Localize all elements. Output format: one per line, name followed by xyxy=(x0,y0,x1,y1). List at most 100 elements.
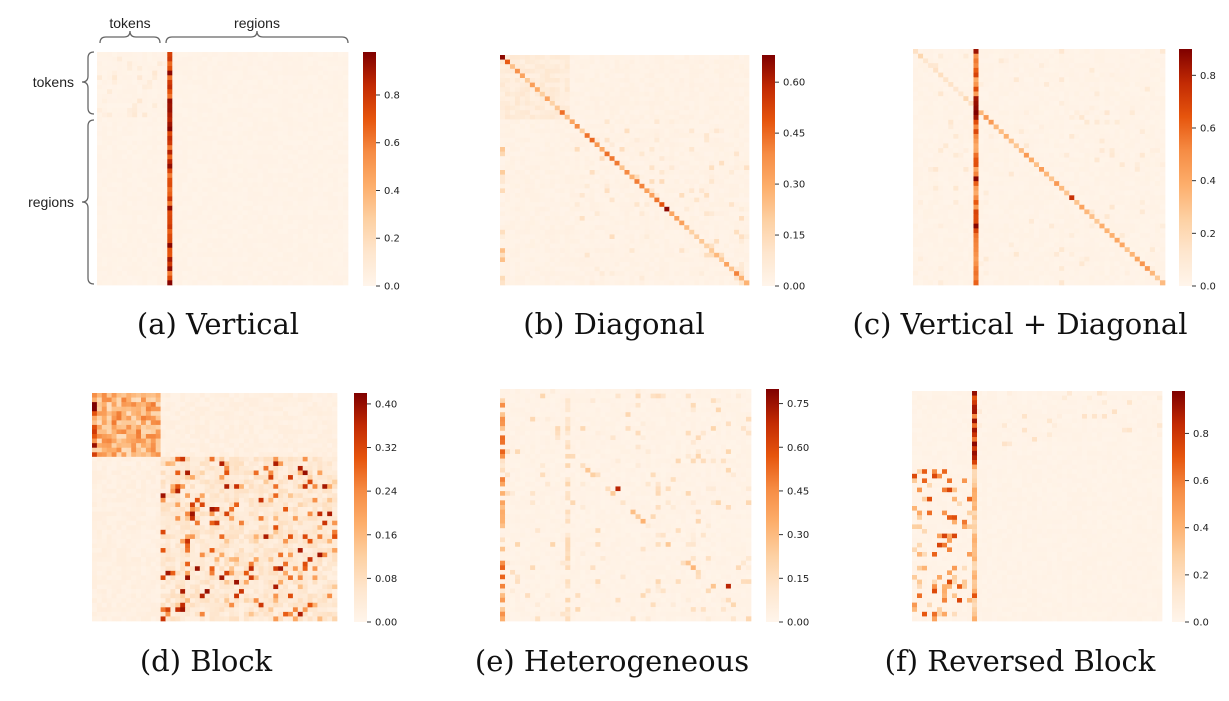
heatmap-cell xyxy=(277,103,284,109)
heatmap-cell xyxy=(699,211,705,217)
heatmap-cell xyxy=(277,121,284,127)
heatmap-cell xyxy=(307,196,314,202)
heatmap-cell xyxy=(272,219,279,225)
heatmap-cell xyxy=(634,160,640,166)
heatmap-cell xyxy=(744,262,750,267)
heatmap-cell xyxy=(569,59,576,65)
heatmap-cell xyxy=(514,170,521,175)
heatmap-cell xyxy=(634,59,640,65)
heatmap-cell xyxy=(297,280,304,286)
heatmap-cell xyxy=(574,206,581,212)
heatmap-cell xyxy=(714,78,720,83)
heatmap-cell xyxy=(327,168,334,174)
heatmap-cell xyxy=(509,160,516,166)
heatmap-cell xyxy=(337,266,344,272)
heatmap-cell xyxy=(509,114,516,120)
heatmap-cell xyxy=(167,107,173,113)
heatmap-cell xyxy=(514,142,521,148)
heatmap-cell xyxy=(500,188,506,194)
heatmap-cell xyxy=(649,266,655,272)
heatmap-cell xyxy=(599,165,605,171)
heatmap-cell xyxy=(102,126,108,132)
heatmap-cell xyxy=(187,215,193,221)
heatmap-cell xyxy=(222,65,228,71)
heatmap-cell xyxy=(719,206,725,212)
heatmap-cell xyxy=(719,257,725,263)
heatmap-cell xyxy=(649,211,655,217)
heatmap-cell xyxy=(207,98,213,104)
heatmap-cell xyxy=(574,137,581,143)
heatmap-cell xyxy=(539,101,546,106)
heatmap-cell xyxy=(297,191,304,197)
heatmap-cell xyxy=(704,156,710,162)
heatmap-cell xyxy=(569,206,576,212)
heatmap-cell xyxy=(734,68,740,74)
heatmap-cell xyxy=(664,119,670,125)
heatmap-cell xyxy=(634,239,640,244)
heatmap-cell xyxy=(302,117,309,123)
heatmap-cell xyxy=(579,165,586,171)
heatmap-cell xyxy=(222,117,228,123)
heatmap-cell xyxy=(539,193,546,198)
heatmap-cell xyxy=(594,252,600,258)
heatmap-cell xyxy=(187,70,193,76)
heatmap-cell xyxy=(287,98,294,104)
heatmap-cell xyxy=(327,182,334,188)
heatmap-cell xyxy=(322,205,329,211)
heatmap-cell xyxy=(257,247,264,253)
heatmap-cell xyxy=(614,137,620,143)
heatmap-cell xyxy=(192,149,198,155)
heatmap-cell xyxy=(649,55,655,60)
heatmap-cell xyxy=(342,154,349,160)
heatmap-cell xyxy=(307,93,314,99)
heatmap-cell xyxy=(182,89,188,95)
heatmap-cell xyxy=(212,191,218,197)
heatmap-cell xyxy=(514,128,521,134)
heatmap-cell xyxy=(187,149,193,155)
heatmap-cell xyxy=(267,224,274,230)
heatmap-cell xyxy=(644,202,650,208)
heatmap-cell xyxy=(172,196,178,202)
heatmap-cell xyxy=(202,84,208,90)
heatmap-cell xyxy=(247,135,253,141)
heatmap-cell xyxy=(609,188,615,194)
heatmap-cell xyxy=(177,84,183,90)
heatmap-cell xyxy=(192,131,198,137)
heatmap-cell xyxy=(277,275,284,281)
heatmap-cell xyxy=(609,271,615,277)
heatmap-cell xyxy=(107,145,113,151)
heatmap-cell xyxy=(519,197,526,203)
heatmap-cell xyxy=(197,215,203,221)
heatmap-cell xyxy=(282,243,289,249)
heatmap-cell xyxy=(539,188,546,194)
heatmap-cell xyxy=(157,247,163,253)
heatmap-cell xyxy=(594,68,600,74)
heatmap-cell xyxy=(609,170,615,175)
heatmap-cell xyxy=(524,55,531,60)
heatmap-cell xyxy=(509,188,516,194)
heatmap-cell xyxy=(654,220,660,226)
heatmap-cell xyxy=(729,239,735,244)
heatmap-cell xyxy=(654,64,660,70)
heatmap-cell xyxy=(574,262,581,267)
heatmap-cell xyxy=(297,201,304,207)
heatmap-cell xyxy=(207,117,213,123)
heatmap-cell xyxy=(107,112,113,118)
heatmap-cell xyxy=(500,105,506,111)
heatmap-cell xyxy=(674,257,680,263)
heatmap-cell xyxy=(212,229,218,235)
heatmap-cell xyxy=(500,91,506,97)
heatmap-cell xyxy=(287,168,294,174)
heatmap-cell xyxy=(634,220,640,226)
heatmap-cell xyxy=(719,252,725,258)
heatmap-cell xyxy=(719,197,725,203)
heatmap-cell xyxy=(709,262,715,267)
heatmap-cell xyxy=(529,82,536,88)
heatmap-cell xyxy=(594,59,600,65)
heatmap-cell xyxy=(307,61,314,67)
heatmap-cell xyxy=(694,91,700,97)
heatmap-cell xyxy=(262,219,269,225)
heatmap-cell xyxy=(574,179,581,185)
heatmap-cell xyxy=(162,145,168,151)
heatmap-cell xyxy=(97,126,103,132)
